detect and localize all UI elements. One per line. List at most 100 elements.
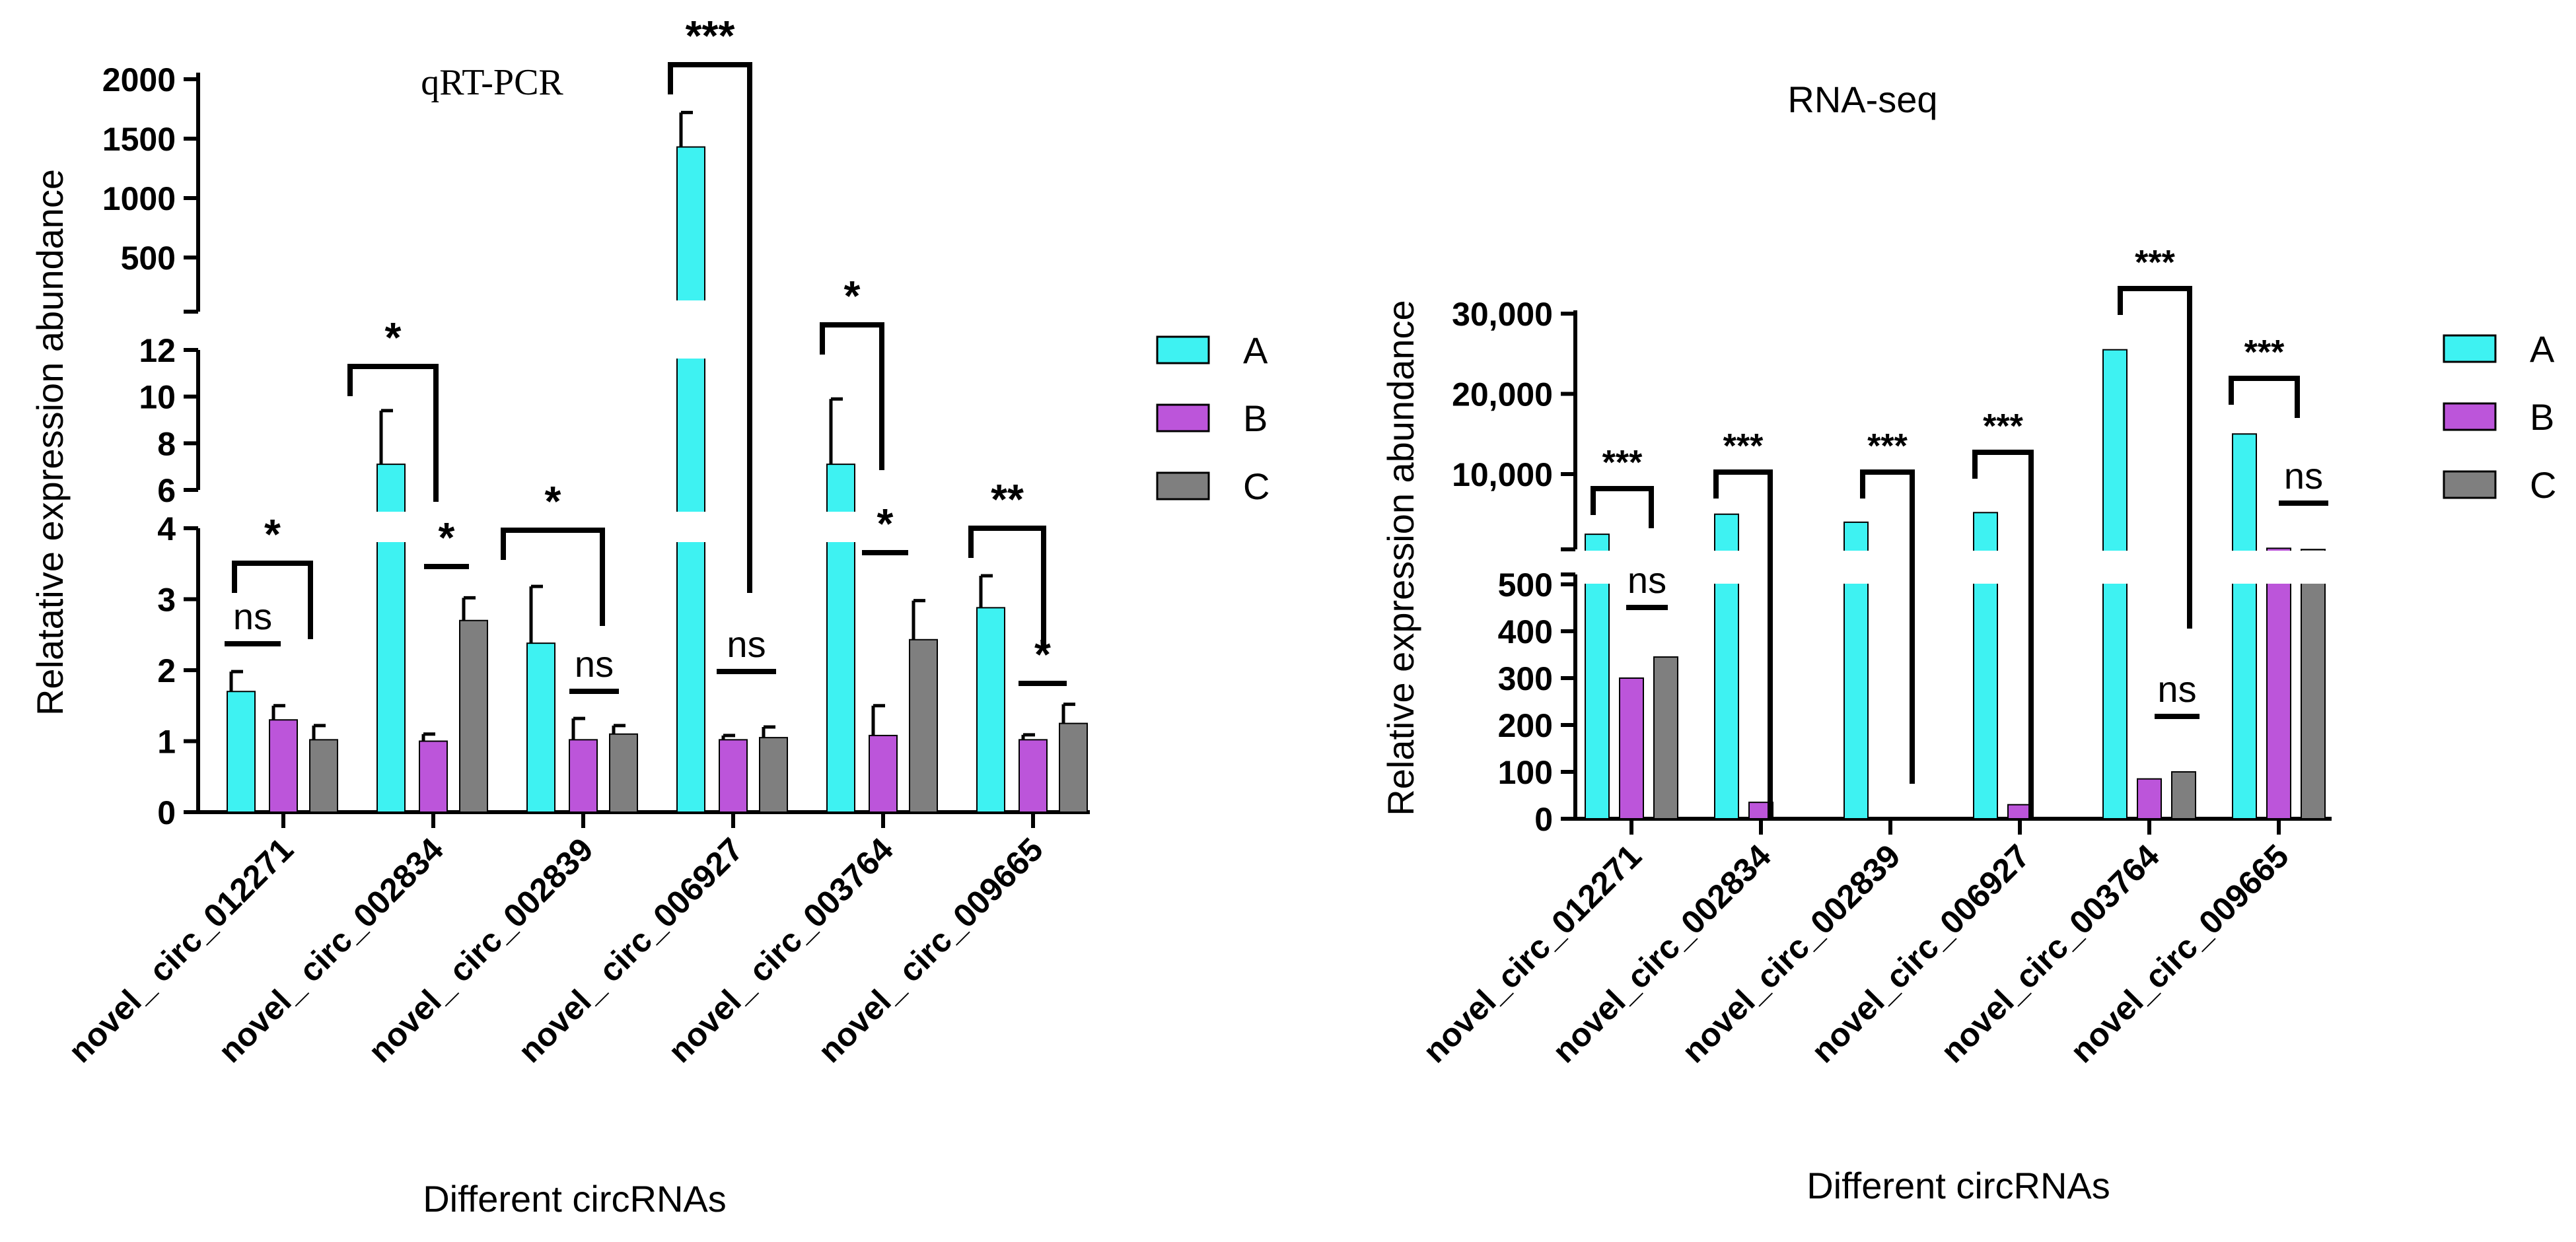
right-significance-label: *** — [2244, 333, 2285, 372]
left-significance-label: * — [1034, 631, 1051, 678]
left-bar — [609, 733, 638, 813]
right-significance-label: *** — [1867, 427, 1908, 466]
legend-label: B — [1243, 397, 1268, 439]
right-y-tick-label: 300 — [1498, 660, 1553, 697]
legend-label: C — [1243, 466, 1270, 507]
left-bar — [719, 739, 748, 813]
right-significance-bracket — [1972, 450, 2034, 819]
left-significance-label: * — [264, 510, 281, 558]
left-bar — [909, 638, 938, 813]
left-significance-bracket — [347, 364, 439, 502]
right-y-tick-label: 500 — [1498, 567, 1553, 604]
right-bar — [2232, 433, 2257, 819]
left-y-tick-label: 6 — [157, 472, 176, 509]
right-bar — [2007, 804, 2032, 819]
left-chart-title: qRT-PCR — [421, 62, 563, 103]
left-y-tick-label: 1 — [157, 724, 176, 761]
right-break-gap — [2227, 551, 2333, 584]
right-significance-label: ns — [2157, 668, 2196, 710]
legend-swatch — [1156, 335, 1210, 364]
left-significance-label: * — [545, 477, 561, 525]
right-bar — [1653, 656, 1678, 819]
legend-swatch — [2443, 402, 2497, 431]
left-significance-bracket — [968, 526, 1046, 650]
right-y-tick-label: 0 — [1534, 801, 1553, 838]
left-y-tick-label: 500 — [121, 240, 176, 277]
legend-swatch — [2443, 334, 2497, 363]
right-significance-label: *** — [1983, 407, 2023, 446]
right-y-tick-label: 100 — [1498, 754, 1553, 791]
right-break-gap — [1709, 551, 1742, 584]
right-significance-bracket — [1591, 486, 1654, 528]
right-x-axis-label: Different circRNAs — [1807, 1165, 2110, 1206]
left-bar — [976, 607, 1005, 813]
left-y-tick-label: 10 — [139, 379, 176, 416]
right-y-tick-label: 200 — [1498, 707, 1553, 744]
legend-swatch — [1156, 471, 1210, 500]
left-bar — [869, 734, 898, 813]
right-significance-bracket — [2229, 376, 2300, 418]
right-significance-label: *** — [1602, 444, 1643, 482]
legend-label: B — [2530, 396, 2554, 438]
panel-qrt-pcr: qRT-PCR Relatative expression abundance … — [29, 12, 1090, 1220]
right-significance-label: ns — [1628, 559, 1666, 601]
legend-label: C — [2530, 464, 2556, 506]
left-significance-bracket — [668, 62, 752, 593]
right-category-label: novel_circ_002834 — [1546, 837, 1778, 1070]
left-bar — [759, 737, 788, 813]
right-y-tick-label: 30,000 — [1452, 296, 1553, 333]
left-significance-label: * — [439, 514, 455, 561]
left-y-axis-label: Relatative expression abundance — [29, 169, 71, 716]
legend-label: A — [1243, 329, 1268, 371]
left-y-tick-label: 0 — [157, 794, 176, 831]
right-break-gap — [1839, 551, 1872, 584]
left-y-tick-label: 1500 — [102, 121, 176, 158]
left-y-tick-label: 2000 — [102, 61, 176, 98]
right-bar — [2301, 549, 2326, 820]
right-significance-label: *** — [2135, 244, 2175, 282]
legend-label: A — [2530, 328, 2555, 370]
right-bar — [2137, 778, 2162, 820]
left-significance-label: * — [844, 272, 861, 320]
right-significance-bracket — [1713, 469, 1773, 819]
right-break-gap — [1968, 551, 2001, 584]
right-chart-title: RNA-seq — [1787, 79, 1937, 120]
right-y-tick-label: 400 — [1498, 613, 1553, 650]
left-significance-bracket — [232, 561, 313, 639]
right-bar — [1619, 677, 1644, 819]
legend-swatch — [1156, 403, 1210, 432]
legend-swatch — [2443, 470, 2497, 499]
right-category-label: novel_circ_006927 — [1805, 837, 2037, 1070]
left-bar — [569, 739, 598, 813]
left-x-axis-label: Different circRNAs — [423, 1178, 727, 1220]
left-break-gap — [674, 300, 712, 359]
right-bar — [2102, 349, 2128, 819]
right-bar — [2266, 547, 2291, 819]
left-bar — [676, 146, 705, 813]
left-y-tick-label: 1000 — [102, 180, 176, 217]
right-y-tick-label: 10,000 — [1452, 456, 1553, 493]
left-significance-bracket — [501, 528, 605, 626]
right-significance-bracket — [2118, 286, 2192, 629]
panel-rna-seq: RNA-seq Relative expression abundance Di… — [1380, 79, 2333, 1206]
left-break-gap — [674, 512, 712, 542]
left-significance-bracket — [820, 322, 884, 470]
right-category-label: novel_circ_002839 — [1675, 837, 1908, 1070]
right-significance-label: *** — [1723, 427, 1764, 466]
left-y-tick-label: 4 — [157, 510, 176, 547]
left-significance-label: * — [877, 500, 894, 547]
right-y-axis-label: Relative expression abundance — [1380, 300, 1421, 815]
left-y-tick-label: 8 — [157, 425, 176, 462]
left-bar — [269, 719, 298, 813]
left-significance-label: ns — [233, 596, 272, 637]
left-bar — [459, 619, 488, 813]
right-category-label: novel_circ_003764 — [1934, 837, 2166, 1070]
left-bar — [227, 691, 256, 813]
right-category-label: novel_circ_012271 — [1416, 837, 1649, 1070]
left-significance-label: ** — [991, 475, 1024, 523]
right-y-tick-label: 20,000 — [1452, 376, 1553, 413]
left-y-tick-label: 3 — [157, 582, 176, 619]
